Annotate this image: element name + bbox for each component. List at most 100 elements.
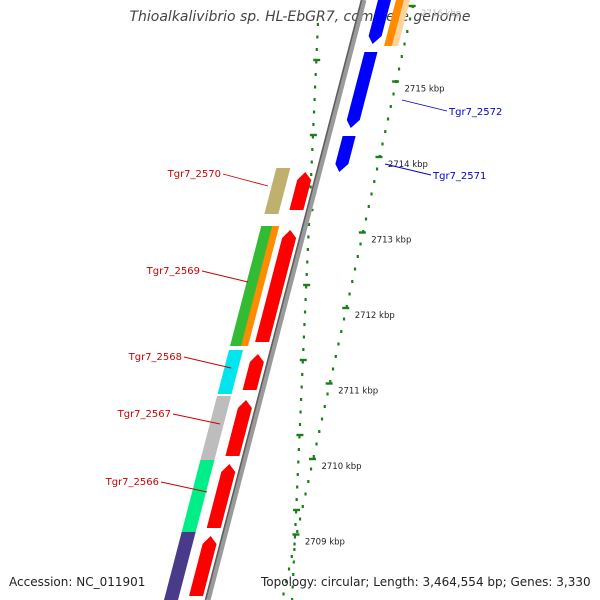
major-tick [309,133,317,137]
leader-line [160,481,208,493]
tick-dot [351,280,354,283]
tick-dot [305,285,308,289]
tick-dot [293,548,296,551]
kbp-label: 2715 kbp [405,85,445,95]
forward-gene-arrow [289,172,312,210]
cog-bar [392,0,410,46]
reverse-gene-arrow [346,52,378,128]
tick-dot [303,310,307,314]
tick-dot [389,105,392,108]
tick-dot [301,360,304,364]
tick-dot [400,55,403,58]
tick-dot [384,130,387,133]
tick-dot [320,417,324,421]
tick-dot [291,585,294,589]
tick-dot [290,555,293,558]
tick-dot [307,223,311,226]
tick-dot [326,392,329,396]
major-tick [296,433,304,437]
major-tick [358,231,366,234]
cog-category-bars [164,0,410,600]
tick-dot [381,142,384,146]
tick-dot [309,185,312,189]
cog-bar [230,226,276,346]
gene-labels: Tgr7_2570 Tgr7_2569 Tgr7_2568 Tgr7_2567 Tgr7… [105,99,502,493]
tick-dot [294,510,298,514]
tick-dot [318,430,321,433]
tick-dot [331,367,335,371]
major-tick [292,533,300,536]
tick-dot [301,373,304,376]
cog-bar [200,396,232,460]
tick-dot [316,23,320,26]
tick-dot [287,567,291,571]
cog-bar [264,168,291,214]
cog-bar [164,532,196,600]
forward-gene-arrow [242,354,264,390]
tick-dot [314,73,317,76]
tick-dot [294,523,297,526]
leader-line [384,163,432,176]
tick-dot [302,335,306,339]
tick-dot [299,410,302,414]
tick-dot [312,455,315,458]
leader-line [201,270,249,283]
forward-gene-label: Tgr7_2570 [167,169,221,180]
tick-dot [313,98,316,101]
major-tick [313,58,321,62]
kbp-label: 2713 kbp [371,236,411,246]
tick-dot [292,560,295,564]
tick-dot [315,442,318,446]
tick-dot [292,573,295,576]
leader-line [183,356,232,369]
kbp-label: 2716 kbp [421,9,461,19]
kbp-label: 2710 kbp [321,462,361,472]
tick-dot [296,485,299,489]
tick-dot [340,330,343,333]
tick-dot [298,517,302,521]
tick-dot [293,535,297,539]
tick-dot [310,160,313,164]
reverse-gene-label: Tgr7_2571 [432,171,486,182]
tick-dot [359,242,362,246]
tick-dot [298,435,301,439]
tick-dot [312,123,315,126]
tick-dot [311,135,314,139]
tick-dot [300,398,303,401]
leader-line [172,413,221,425]
tick-dot [306,248,309,251]
tick-dot [293,542,296,546]
kbp-label: 2714 kbp [388,160,428,170]
tick-dot [304,298,307,301]
tick-dot [373,180,376,183]
forward-gene-arrow [255,230,297,342]
cog-bar [217,350,243,394]
cog-bar [181,460,215,532]
tick-dot [296,473,299,476]
tick-dot [312,110,316,114]
forward-gene-label: Tgr7_2569 [146,266,200,277]
forward-gene-label: Tgr7_2568 [128,352,182,363]
tick-dot [302,348,305,351]
backbone-strand-edge [204,0,363,600]
tick-dot [296,530,299,533]
leader-line [401,99,448,112]
accession-text: Accession: NC_011901 [9,575,146,589]
kbp-label: 2712 kbp [355,311,395,321]
tick-dot [348,292,351,296]
tick-dot [364,217,368,221]
tick-dot [323,405,326,408]
major-tick [408,4,416,8]
forward-gene-arrow [206,464,236,528]
tick-dot [315,60,318,64]
backbone [204,0,367,600]
forward-gene-arrow [225,400,252,456]
tick-dot [303,323,306,326]
kbp-labels: 2716 kbp 2715 kbp 2714 kbp 2713 kbp 2712 kbp… [305,9,461,548]
tick-dot [310,173,313,176]
tick-dot [392,92,395,96]
major-tick [303,283,311,287]
forward-gene-label: Tgr7_2567 [117,409,171,420]
